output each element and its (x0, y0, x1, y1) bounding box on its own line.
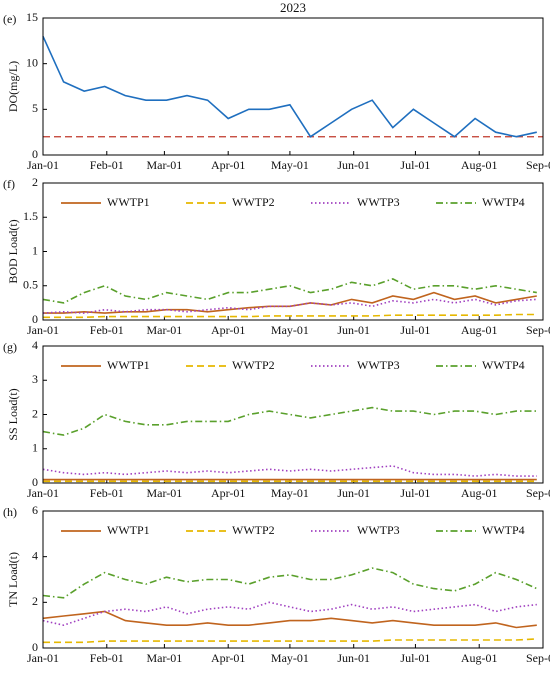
legend-label: WWTP2 (232, 195, 275, 209)
series-line (43, 638, 537, 644)
y-axis-label: SS Load(t) (6, 388, 20, 440)
x-tick-label: Jul-01 (400, 158, 430, 172)
y-tick-label: 0.5 (23, 278, 38, 292)
legend-label: WWTP4 (482, 523, 525, 537)
legend-label: WWTP3 (357, 523, 400, 537)
y-axis-label: TN Load(t) (6, 552, 20, 607)
x-tick-label: May-01 (271, 323, 309, 337)
x-tick-label: Feb-01 (90, 486, 124, 500)
x-tick-label: Feb-01 (90, 158, 124, 172)
x-tick-label: Mar-01 (147, 158, 183, 172)
x-tick-label: Jul-01 (400, 651, 430, 665)
panel-label: (e) (3, 12, 16, 26)
y-tick-label: 2 (32, 594, 38, 608)
y-tick-label: 1.5 (23, 209, 38, 223)
x-tick-label: Jul-01 (400, 323, 430, 337)
x-tick-label: Jan-01 (27, 486, 59, 500)
series-line (42, 601, 537, 627)
y-tick-label: 6 (32, 503, 38, 517)
legend-label: WWTP4 (482, 195, 525, 209)
legend-label: WWTP2 (232, 523, 275, 537)
y-axis-label: BOD Load(t) (6, 219, 20, 283)
series-line (42, 567, 538, 599)
plot-frame (42, 345, 544, 484)
chart-title: 2023 (280, 0, 306, 15)
series-line (42, 278, 537, 304)
x-tick-label: Jun-01 (337, 158, 370, 172)
x-tick-label: Mar-01 (147, 323, 183, 337)
x-tick-label: Sep-01 (526, 651, 550, 665)
x-tick-label: Jan-01 (27, 323, 59, 337)
legend-label: WWTP3 (357, 195, 400, 209)
x-tick-label: Mar-01 (147, 486, 183, 500)
x-tick-label: Apr-01 (211, 651, 245, 665)
x-tick-label: Aug-01 (461, 651, 498, 665)
y-tick-label: 15 (26, 10, 38, 24)
y-tick-label: 0 (32, 475, 38, 489)
series-line (42, 406, 537, 436)
x-tick-label: Jan-01 (27, 158, 59, 172)
legend-label: WWTP3 (357, 358, 400, 372)
x-tick-label: Apr-01 (211, 323, 245, 337)
legend-label: WWTP4 (482, 358, 525, 372)
panel-label: (f) (3, 177, 15, 191)
x-tick-label: Aug-01 (461, 158, 498, 172)
y-tick-label: 0 (32, 312, 38, 326)
y-tick-label: 2 (32, 175, 38, 189)
series-line (42, 465, 537, 477)
series-line (42, 35, 537, 138)
x-tick-label: Apr-01 (211, 158, 245, 172)
y-tick-label: 4 (32, 338, 38, 352)
x-tick-label: Mar-01 (147, 651, 183, 665)
plot-frame (42, 182, 544, 321)
y-tick-label: 0 (32, 147, 38, 161)
x-tick-label: May-01 (271, 158, 309, 172)
x-tick-label: May-01 (271, 486, 309, 500)
y-tick-label: 5 (32, 101, 38, 115)
x-tick-label: Apr-01 (211, 486, 245, 500)
legend-label: WWTP1 (107, 523, 150, 537)
y-tick-label: 0 (32, 640, 38, 654)
y-tick-label: 1 (32, 243, 38, 257)
plot-frame (42, 17, 544, 156)
x-tick-label: Jun-01 (337, 651, 370, 665)
x-tick-label: Sep-01 (526, 486, 550, 500)
panel-label: (g) (3, 340, 17, 354)
x-tick-label: Aug-01 (461, 486, 498, 500)
y-axis-label: DO(mg/L) (6, 61, 20, 112)
legend-label: WWTP2 (232, 358, 275, 372)
x-tick-label: May-01 (271, 651, 309, 665)
panel-label: (h) (3, 505, 17, 519)
x-tick-label: Sep-01 (526, 323, 550, 337)
x-tick-label: Jan-01 (27, 651, 59, 665)
y-tick-label: 4 (32, 548, 38, 562)
series-line (42, 610, 537, 629)
series-line (42, 298, 537, 314)
legend-label: WWTP1 (107, 195, 150, 209)
x-tick-label: Jul-01 (400, 486, 430, 500)
series-line (43, 313, 537, 319)
x-tick-label: Feb-01 (90, 651, 124, 665)
plot-frame (42, 510, 544, 649)
y-tick-label: 2 (32, 406, 38, 420)
x-tick-label: Jun-01 (337, 323, 370, 337)
series-line (43, 291, 537, 314)
y-tick-label: 1 (32, 441, 38, 455)
y-tick-label: 3 (32, 372, 38, 386)
x-tick-label: Jun-01 (337, 486, 370, 500)
x-tick-label: Aug-01 (461, 323, 498, 337)
y-tick-label: 10 (26, 55, 38, 69)
legend-label: WWTP1 (107, 358, 150, 372)
x-tick-label: Feb-01 (90, 323, 124, 337)
x-tick-label: Sep-01 (526, 158, 550, 172)
